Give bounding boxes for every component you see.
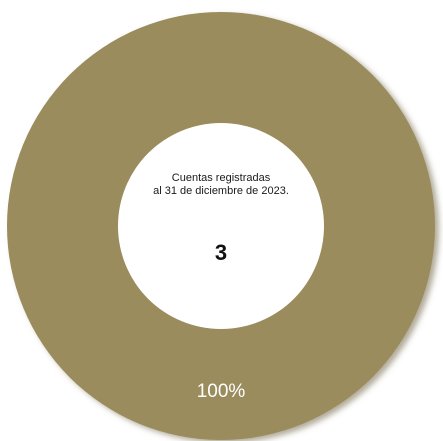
center-caption-line2: al 31 de diciembre de 2023.: [153, 185, 289, 197]
donut-hole: [118, 123, 324, 329]
slice-data-label: 100%: [197, 381, 246, 402]
center-value: 3: [214, 240, 228, 265]
center-caption: Cuentas registradas al 31 de diciembre d…: [121, 172, 321, 198]
center-caption-line1: Cuentas registradas: [171, 172, 271, 184]
